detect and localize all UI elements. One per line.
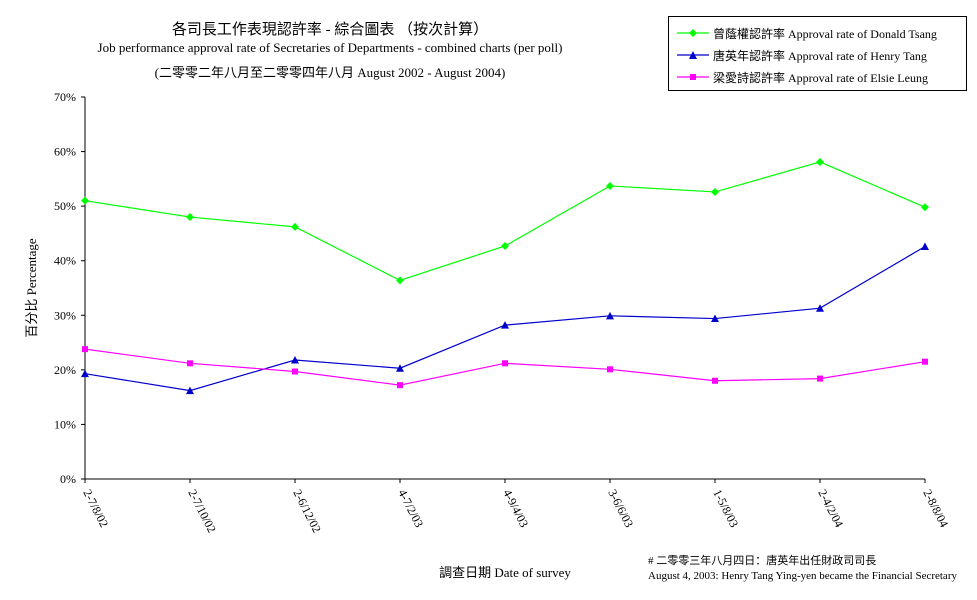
y-axis-title: 百分比 Percentage [24,238,39,338]
chart-title: 各司長工作表現認許率 - 綜合圖表 （按次計算） [171,22,489,38]
x-tick-label: 2-7/8/02 [80,487,111,530]
data-point-elsie-leung [292,368,298,375]
data-point-elsie-leung [82,346,88,353]
footnote-chinese: # 二零零三年八月四日：唐英年出任財政司司長 [648,555,877,567]
data-point-henry-tang [396,364,404,372]
legend-swatch-elsie-leung [677,74,709,80]
data-point-donald-tsang [501,241,509,250]
x-tick-label: 2-8/8/04 [920,487,951,530]
data-point-donald-tsang [711,187,719,196]
data-point-elsie-leung [922,358,928,365]
y-tick-label: 20% [54,363,76,377]
legend-item: 唐英年認許率 Approval rate of Henry Tang [677,45,927,65]
data-point-donald-tsang [396,276,404,285]
x-tick-label: 1-5/8/03 [710,487,741,530]
data-point-elsie-leung [397,382,403,389]
data-point-henry-tang [501,321,509,329]
x-tick-label: 2-6/12/02 [290,487,324,535]
y-tick-label: 30% [54,308,76,322]
y-tick-label: 10% [54,417,76,431]
data-point-henry-tang [291,356,299,364]
data-point-elsie-leung [817,375,823,382]
y-tick-label: 0% [60,472,76,486]
data-point-henry-tang [606,311,614,320]
data-point-henry-tang [711,314,719,323]
data-point-henry-tang [921,242,929,251]
data-point-elsie-leung [502,360,508,367]
data-point-donald-tsang [816,157,824,166]
data-point-donald-tsang [81,196,89,205]
legend-item: 曾蔭權認許率 Approval rate of Donald Tsang [677,23,937,43]
data-point-elsie-leung [187,360,193,367]
legend-item: 梁愛詩認許率 Approval rate of Elsie Leung [677,67,928,87]
y-tick-label: 40% [54,254,76,268]
y-tick-label: 70% [54,90,76,104]
y-tick-label: 60% [54,145,76,159]
data-point-donald-tsang [921,203,929,212]
data-point-henry-tang [81,369,89,378]
legend-label: 梁愛詩認許率 Approval rate of Elsie Leung [713,70,928,85]
data-point-donald-tsang [291,222,299,231]
x-tick-label: 4-7/2/03 [395,487,426,530]
series-line-henry-tang [84,246,926,392]
x-axis-title: 調查日期 Date of survey [439,565,571,580]
data-point-elsie-leung [607,366,613,373]
data-point-donald-tsang [186,213,194,222]
x-tick-label: 2-4/2/04 [815,487,846,530]
chart-title-english: Job performance approval rate of Secreta… [97,40,563,55]
data-point-elsie-leung [712,377,718,384]
series-line-donald-tsang [84,161,926,282]
legend-label: 曾蔭權認許率 Approval rate of Donald Tsang [713,26,937,41]
series-line-elsie-leung [84,348,926,386]
x-tick-label: 4-9/4/03 [500,487,531,530]
legend-swatch-henry-tang [677,51,709,59]
chart-subtitle: (二零零二年八月至二零零四年八月 August 2002 - August 20… [154,65,506,80]
footnote-english: August 4, 2003: Henry Tang Ying-yen beca… [648,570,957,582]
data-point-henry-tang [816,304,824,312]
data-point-donald-tsang [606,181,614,190]
x-tick-label: 2-7/10/02 [185,487,219,535]
legend-label: 唐英年認許率 Approval rate of Henry Tang [713,48,927,63]
y-tick-label: 50% [54,199,76,213]
x-tick-label: 3-6/6/03 [605,487,636,530]
chart-legend: 曾蔭權認許率 Approval rate of Donald Tsang 唐英年… [668,16,967,91]
legend-swatch-donald-tsang [677,29,709,37]
data-point-henry-tang [186,386,194,395]
